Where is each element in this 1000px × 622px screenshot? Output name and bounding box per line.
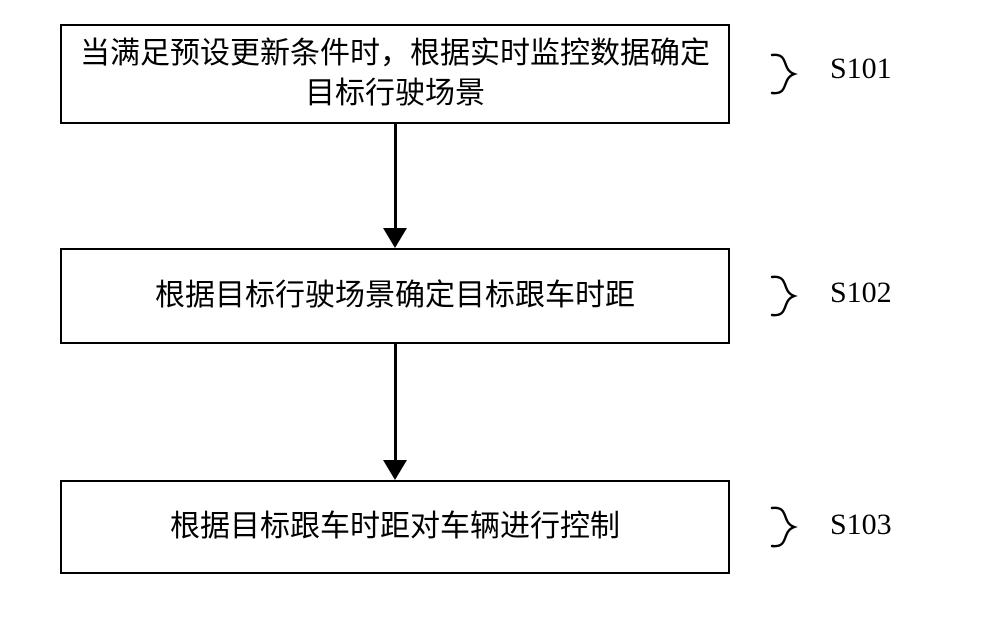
step-label-1: S101 (830, 52, 892, 86)
arrow-head-2 (383, 460, 407, 480)
brace-1 (770, 51, 814, 97)
arrow-head-1 (383, 228, 407, 248)
step-label-3: S103 (830, 508, 892, 542)
arrow-line-2 (394, 344, 397, 460)
flow-step-box-2: 根据目标行驶场景确定目标跟车时距 (60, 248, 730, 344)
flow-step-text-2: 根据目标行驶场景确定目标跟车时距 (155, 276, 635, 317)
flow-step-text-1: 当满足预设更新条件时，根据实时监控数据确定目标行驶场景 (70, 34, 720, 115)
step-label-2: S102 (830, 276, 892, 310)
brace-3 (770, 504, 814, 550)
flow-step-box-3: 根据目标跟车时距对车辆进行控制 (60, 480, 730, 574)
arrow-line-1 (394, 124, 397, 228)
flow-step-text-3: 根据目标跟车时距对车辆进行控制 (170, 507, 620, 548)
flow-step-box-1: 当满足预设更新条件时，根据实时监控数据确定目标行驶场景 (60, 24, 730, 124)
brace-2 (770, 273, 814, 319)
flowchart-canvas: 当满足预设更新条件时，根据实时监控数据确定目标行驶场景 S101 根据目标行驶场景确… (0, 0, 1000, 622)
